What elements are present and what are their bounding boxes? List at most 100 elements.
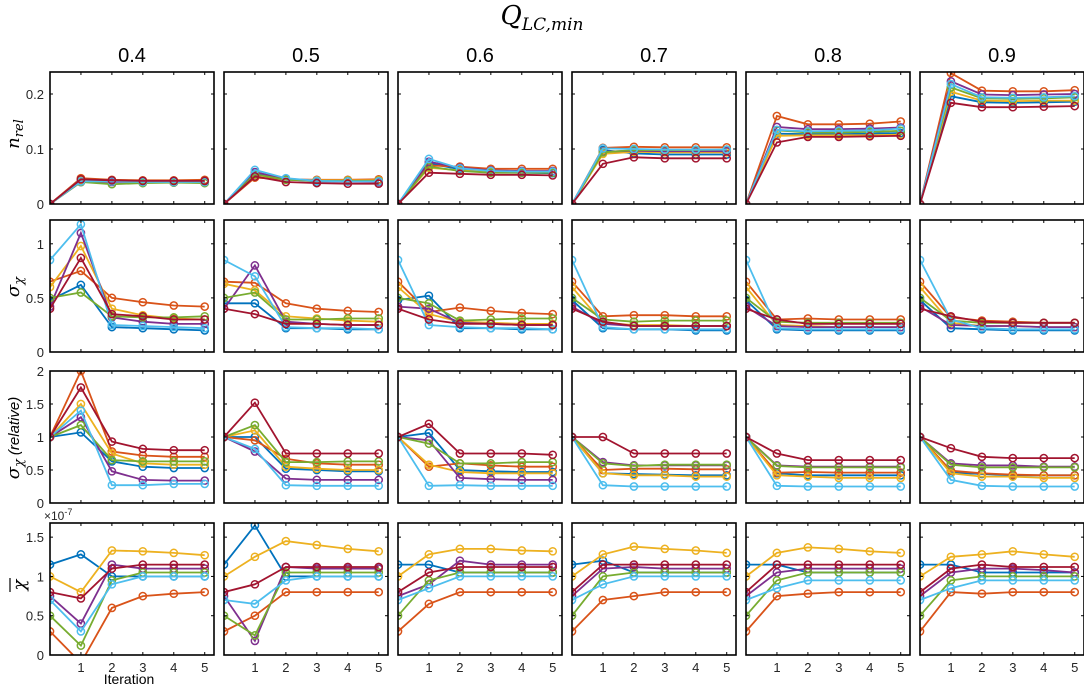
series-line-darkred bbox=[572, 156, 727, 204]
data-point bbox=[629, 572, 639, 581]
exponent-label: ×10-7 bbox=[44, 507, 72, 523]
data-point bbox=[200, 572, 210, 581]
data-point bbox=[660, 153, 670, 163]
series-line-green bbox=[398, 165, 553, 204]
data-point bbox=[486, 449, 496, 458]
data-point bbox=[896, 587, 906, 597]
panel bbox=[397, 219, 563, 353]
data-point bbox=[722, 472, 732, 481]
series-line-darkred bbox=[224, 307, 379, 326]
data-point bbox=[834, 455, 844, 465]
series-line-darkred bbox=[398, 171, 553, 204]
data-point bbox=[250, 611, 260, 621]
data-point bbox=[598, 322, 608, 332]
data-point bbox=[548, 475, 558, 485]
x-tick-label: 1 bbox=[425, 660, 432, 675]
x-tick-label: 3 bbox=[487, 660, 494, 675]
data-point bbox=[224, 432, 229, 442]
series-group bbox=[746, 543, 906, 636]
series-line-blue bbox=[398, 563, 553, 574]
y-tick-label: 1.5 bbox=[26, 397, 44, 412]
data-point bbox=[281, 576, 291, 585]
data-point bbox=[1039, 576, 1049, 585]
x-tick-label: 4 bbox=[692, 660, 699, 675]
data-point bbox=[772, 583, 782, 593]
x-tick-label: 5 bbox=[201, 660, 208, 675]
series-line-darkred bbox=[746, 436, 901, 462]
svg-text:σχ: σχ bbox=[3, 276, 27, 297]
data-point bbox=[169, 479, 179, 489]
data-point bbox=[107, 564, 117, 573]
series-line-orange bbox=[50, 371, 205, 458]
series-line-blue bbox=[920, 95, 1075, 204]
data-point bbox=[691, 587, 701, 597]
panel: 00.51 bbox=[26, 219, 215, 360]
series-group bbox=[746, 111, 906, 204]
series-line-yellow bbox=[920, 550, 1075, 578]
data-point bbox=[343, 475, 353, 485]
data-point bbox=[691, 546, 701, 555]
x-tick-label: 1 bbox=[77, 660, 84, 675]
series-group bbox=[398, 255, 558, 334]
data-point bbox=[946, 564, 956, 573]
series-line-yellow bbox=[398, 286, 553, 325]
series-line-blue bbox=[224, 436, 379, 473]
data-point bbox=[896, 473, 906, 483]
series-line-orange bbox=[746, 436, 901, 474]
data-point bbox=[772, 323, 782, 333]
panel bbox=[745, 370, 911, 504]
data-point bbox=[722, 316, 732, 325]
panel-frame bbox=[745, 370, 911, 504]
data-point bbox=[548, 481, 558, 491]
data-point bbox=[722, 145, 732, 154]
data-point bbox=[169, 445, 179, 455]
series-line-purple bbox=[224, 263, 379, 326]
data-point bbox=[598, 595, 608, 605]
data-point bbox=[722, 449, 732, 458]
data-point bbox=[946, 98, 956, 108]
data-point bbox=[107, 579, 117, 589]
data-point bbox=[660, 321, 670, 331]
data-point bbox=[76, 253, 86, 263]
x-tick-label: 4 bbox=[518, 660, 525, 675]
series-line-cyan bbox=[746, 579, 901, 601]
series-line-purple bbox=[224, 436, 379, 481]
data-point bbox=[803, 482, 813, 491]
data-point bbox=[772, 125, 782, 135]
data-point bbox=[374, 449, 384, 458]
data-point bbox=[312, 540, 322, 550]
data-point bbox=[398, 591, 403, 601]
data-point bbox=[107, 603, 117, 613]
data-point bbox=[772, 461, 782, 471]
series-line-cyan bbox=[224, 436, 379, 487]
data-point bbox=[722, 153, 732, 163]
data-point bbox=[803, 467, 813, 477]
series-line-cyan bbox=[50, 222, 205, 330]
data-point bbox=[169, 572, 179, 581]
series-line-blue bbox=[746, 132, 901, 204]
series-line-cyan bbox=[224, 168, 379, 204]
series-line-orange bbox=[920, 436, 1075, 477]
panel-frame bbox=[397, 370, 563, 504]
data-point bbox=[200, 479, 210, 489]
data-point bbox=[455, 467, 465, 477]
series-line-green bbox=[224, 424, 379, 464]
data-point bbox=[281, 562, 291, 572]
data-point bbox=[107, 320, 117, 330]
data-point bbox=[896, 455, 906, 465]
panel-frame bbox=[571, 522, 737, 656]
data-point bbox=[312, 572, 322, 581]
series-line-yellow bbox=[50, 402, 205, 466]
data-point bbox=[977, 102, 987, 112]
data-point bbox=[138, 475, 148, 485]
data-point bbox=[1039, 453, 1049, 463]
data-point bbox=[598, 550, 608, 559]
ylabel-row-sigma-relative: σχ(relative) bbox=[3, 397, 27, 480]
data-point bbox=[772, 470, 782, 480]
data-point bbox=[517, 475, 527, 485]
data-point bbox=[946, 72, 956, 78]
data-point bbox=[224, 572, 229, 581]
data-point bbox=[1070, 473, 1080, 483]
data-point bbox=[398, 432, 403, 442]
series-line-darkred bbox=[746, 563, 901, 593]
